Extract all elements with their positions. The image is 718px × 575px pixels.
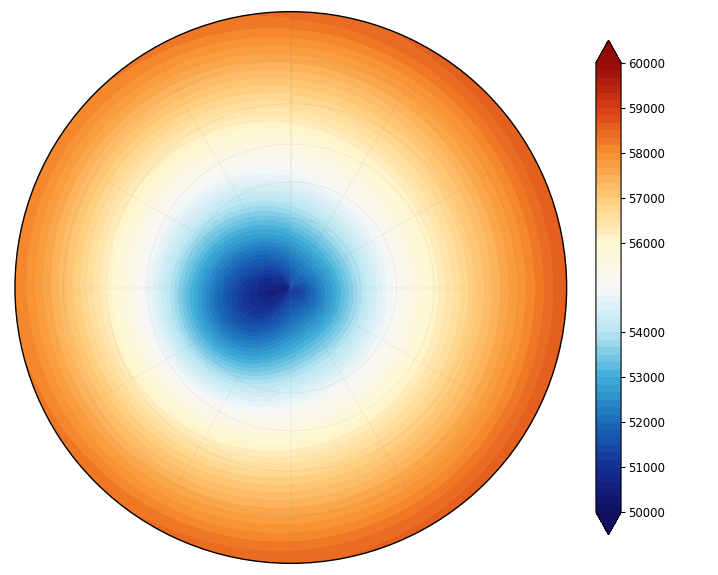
Point bbox=[285, 283, 297, 292]
Point bbox=[285, 283, 297, 292]
Point bbox=[285, 283, 297, 292]
Point bbox=[285, 283, 297, 292]
Point bbox=[285, 283, 297, 292]
Point bbox=[285, 283, 297, 292]
Point bbox=[285, 283, 297, 292]
Point bbox=[285, 283, 297, 292]
Point bbox=[285, 283, 297, 292]
Point bbox=[285, 283, 297, 292]
Point bbox=[285, 283, 297, 292]
Point bbox=[285, 283, 297, 292]
Point bbox=[285, 283, 297, 292]
Point bbox=[285, 283, 297, 292]
Point bbox=[285, 283, 297, 292]
Point bbox=[285, 283, 297, 292]
Point bbox=[285, 283, 297, 292]
Point bbox=[285, 283, 297, 292]
Point bbox=[285, 283, 297, 292]
Point bbox=[285, 283, 297, 292]
Point bbox=[285, 283, 297, 292]
Point bbox=[285, 283, 297, 292]
Point bbox=[285, 283, 297, 292]
Point bbox=[285, 283, 297, 292]
Point bbox=[285, 283, 297, 292]
Point bbox=[285, 283, 297, 292]
Point bbox=[285, 283, 297, 292]
Point bbox=[285, 283, 297, 292]
Point bbox=[285, 283, 297, 292]
Point bbox=[285, 283, 297, 292]
Point bbox=[285, 283, 297, 292]
Point bbox=[285, 283, 297, 292]
Point bbox=[285, 283, 297, 292]
Point bbox=[285, 283, 297, 292]
Point bbox=[285, 283, 297, 292]
Point bbox=[285, 283, 297, 292]
Point bbox=[285, 283, 297, 292]
Point bbox=[285, 283, 297, 292]
Point bbox=[285, 283, 297, 292]
Point bbox=[285, 283, 297, 292]
Point bbox=[285, 283, 297, 292]
Point bbox=[285, 283, 297, 292]
Point bbox=[285, 283, 297, 292]
Point bbox=[285, 283, 297, 292]
Point bbox=[285, 283, 297, 292]
Point bbox=[285, 283, 297, 292]
Point bbox=[285, 283, 297, 292]
PathPatch shape bbox=[596, 40, 621, 63]
Point bbox=[285, 283, 297, 292]
Point bbox=[285, 283, 297, 292]
Point bbox=[285, 283, 297, 292]
Point bbox=[285, 283, 297, 292]
Point bbox=[285, 283, 297, 292]
Point bbox=[285, 283, 297, 292]
Point bbox=[285, 283, 297, 292]
Point bbox=[285, 283, 297, 292]
Point bbox=[285, 283, 297, 292]
Point bbox=[285, 283, 297, 292]
PathPatch shape bbox=[596, 512, 621, 535]
Point bbox=[285, 283, 297, 292]
Point bbox=[285, 283, 297, 292]
Point bbox=[285, 283, 297, 292]
Point bbox=[285, 283, 297, 292]
Point bbox=[285, 283, 297, 292]
